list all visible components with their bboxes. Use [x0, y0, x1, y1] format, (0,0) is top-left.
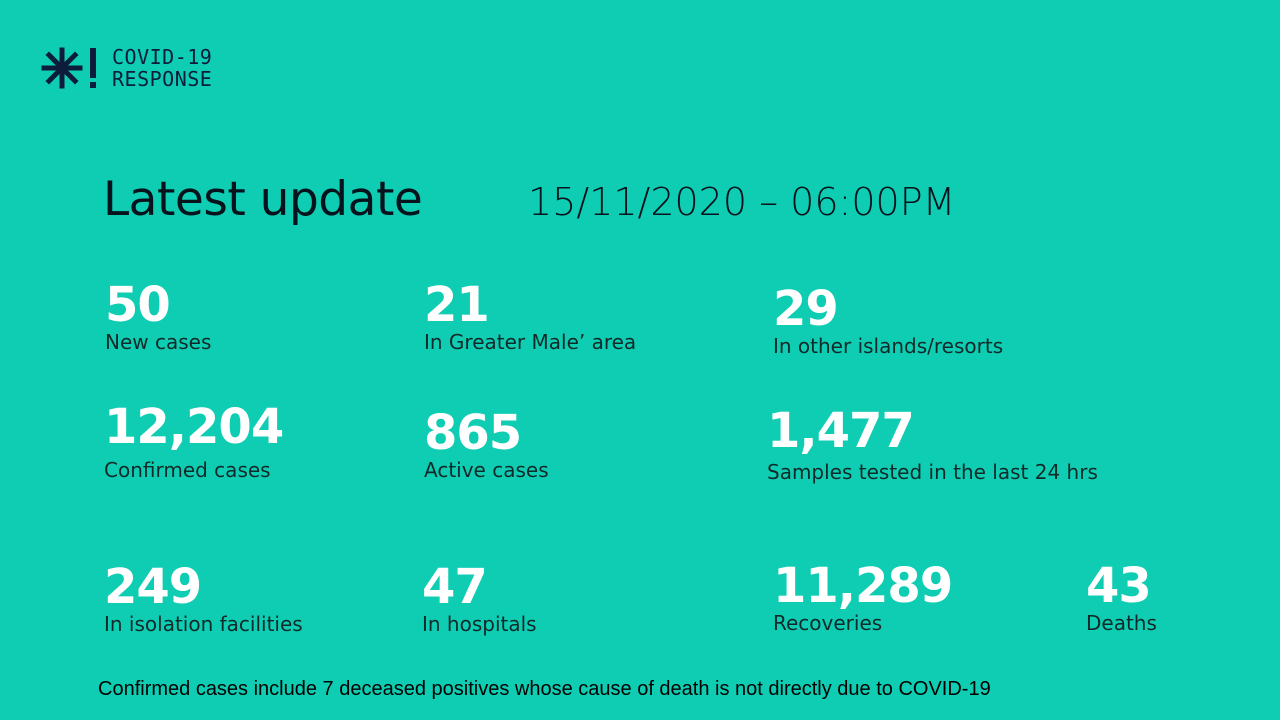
- page-title: Latest update: [103, 172, 423, 227]
- stat-value: 50: [105, 277, 171, 333]
- stat-label: Active cases: [424, 458, 549, 482]
- stat-value: 21: [424, 277, 490, 333]
- stat-confirmed: 12,204 Confirmed cases: [104, 399, 284, 482]
- stat-label: In isolation facilities: [104, 612, 303, 636]
- stat-label: Samples tested in the last 24 hrs: [767, 460, 1098, 484]
- stat-label: Deaths: [1086, 611, 1157, 635]
- logo-line-2: RESPONSE: [112, 67, 213, 91]
- stat-value: 249: [104, 559, 202, 615]
- stat-value: 47: [422, 559, 488, 615]
- stat-samples: 1,477 Samples tested in the last 24 hrs: [767, 406, 1098, 484]
- snowflake-exclamation-icon: [41, 47, 96, 89]
- stat-other-islands: 29 In other islands/resorts: [773, 284, 1003, 358]
- stat-value: 43: [1086, 558, 1152, 614]
- stat-value: 11,289: [773, 558, 953, 614]
- stat-value: 1,477: [767, 403, 915, 459]
- stat-label: In other islands/resorts: [773, 334, 1004, 358]
- footnote: Confirmed cases include 7 deceased posit…: [98, 678, 991, 700]
- stat-value: 29: [773, 281, 839, 337]
- stat-value: 865: [424, 405, 522, 461]
- stat-new-cases: 50 New cases: [105, 280, 211, 354]
- stat-value: 12,204: [104, 399, 284, 455]
- stat-deaths: 43 Deaths: [1086, 561, 1157, 635]
- stat-hospitals: 47 In hospitals: [422, 562, 537, 636]
- logo: COVID-19 RESPONSE: [40, 44, 212, 92]
- stat-active: 865 Active cases: [424, 408, 549, 482]
- logo-text: COVID-19 RESPONSE: [112, 46, 212, 90]
- stat-recoveries: 11,289 Recoveries: [773, 558, 953, 635]
- stat-label: New cases: [105, 330, 212, 354]
- stat-greater-male: 21 In Greater Male’ area: [424, 280, 636, 354]
- logo-line-1: COVID-19: [112, 45, 213, 69]
- stat-label: In hospitals: [422, 612, 537, 636]
- update-date: 15/11/2020 – 06:00PM: [528, 180, 956, 224]
- stat-label: Recoveries: [773, 611, 883, 635]
- stat-label: In Greater Male’ area: [424, 330, 637, 354]
- stat-isolation: 249 In isolation facilities: [104, 562, 303, 636]
- stat-label: Confirmed cases: [104, 458, 271, 482]
